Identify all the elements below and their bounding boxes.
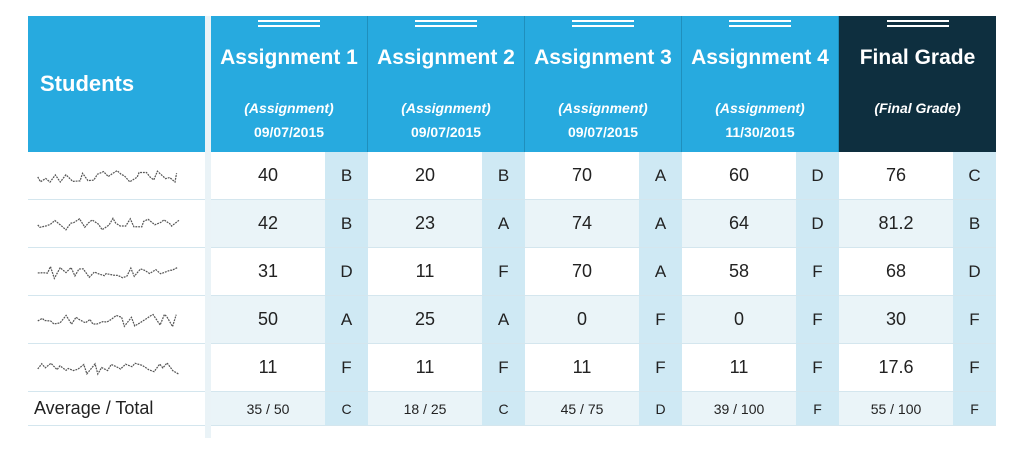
letter-grade-cell: D (953, 248, 996, 296)
score-cell[interactable]: 70 (525, 248, 639, 296)
student-name-obscured[interactable] (28, 152, 205, 200)
score-cell[interactable]: 31 (211, 248, 325, 296)
column-category: (Final Grade) (874, 100, 961, 116)
column-title: Assignment 1 (220, 46, 358, 69)
score-cell: 45 / 75 (525, 392, 639, 426)
student-name-obscured[interactable] (28, 344, 205, 392)
letter-grade-cell: F (325, 344, 368, 392)
score-cell[interactable]: 76 (839, 152, 953, 200)
letter-grade-cell: C (482, 392, 525, 426)
letter-grade-cell: F (796, 344, 839, 392)
score-cell: 18 / 25 (368, 392, 482, 426)
table-row: 42 B 23 A 74 A 64 D 81.2 B (28, 200, 996, 248)
assignment-column-header[interactable]: Assignment 4 (Assignment) 11/30/2015 (682, 16, 839, 152)
total-row: Average / Total 35 / 50 C 18 / 25 C 45 / 75 D 3… (28, 392, 996, 440)
letter-grade-cell: D (796, 152, 839, 200)
column-category: (Assignment) (401, 100, 491, 116)
letter-grade-cell: F (796, 392, 839, 426)
drag-handle-icon[interactable] (729, 20, 791, 30)
letter-grade-cell: B (482, 152, 525, 200)
score-cell[interactable]: 17.6 (839, 344, 953, 392)
letter-grade-cell: F (953, 344, 996, 392)
score-cell[interactable]: 42 (211, 200, 325, 248)
score-cell[interactable]: 50 (211, 296, 325, 344)
column-category: (Assignment) (715, 100, 805, 116)
column-due-date: 09/07/2015 (410, 124, 482, 140)
column-title: Assignment 4 (691, 46, 829, 69)
column-title: Assignment 2 (377, 46, 515, 69)
score-cell[interactable]: 74 (525, 200, 639, 248)
letter-grade-cell: C (325, 392, 368, 426)
score-cell[interactable]: 11 (368, 248, 482, 296)
score-cell[interactable]: 11 (211, 344, 325, 392)
column-divider (205, 16, 211, 438)
score-cell[interactable]: 40 (211, 152, 325, 200)
letter-grade-cell: F (796, 248, 839, 296)
letter-grade-cell: F (953, 296, 996, 344)
score-cell[interactable]: 68 (839, 248, 953, 296)
score-cell[interactable]: 58 (682, 248, 796, 296)
letter-grade-cell: D (325, 248, 368, 296)
column-category: (Assignment) (244, 100, 334, 116)
table-row: 31 D 11 F 70 A 58 F 68 D (28, 248, 996, 296)
score-cell[interactable]: 25 (368, 296, 482, 344)
score-cell[interactable]: 0 (682, 296, 796, 344)
students-column-header[interactable]: Students (28, 16, 205, 152)
column-title: Assignment 3 (534, 46, 672, 69)
column-due-date: 09/07/2015 (567, 124, 639, 140)
score-cell[interactable]: 81.2 (839, 200, 953, 248)
drag-handle-icon[interactable] (572, 20, 634, 30)
drag-handle-icon[interactable] (258, 20, 320, 30)
student-name-obscured[interactable] (28, 200, 205, 248)
letter-grade-cell: A (482, 200, 525, 248)
letter-grade-cell: A (325, 296, 368, 344)
score-cell[interactable]: 11 (368, 344, 482, 392)
drag-handle-icon[interactable] (886, 20, 949, 30)
letter-grade-cell: B (325, 200, 368, 248)
score-cell[interactable]: 23 (368, 200, 482, 248)
letter-grade-cell: F (482, 344, 525, 392)
letter-grade-cell: D (639, 392, 682, 426)
score-cell[interactable]: 30 (839, 296, 953, 344)
letter-grade-cell: A (482, 296, 525, 344)
assignment-column-header[interactable]: Assignment 3 (Assignment) 09/07/2015 (525, 16, 682, 152)
table-row: 50 A 25 A 0 F 0 F 30 F (28, 296, 996, 344)
drag-handle-icon[interactable] (415, 20, 477, 30)
letter-grade-cell: B (953, 200, 996, 248)
student-name-obscured[interactable] (28, 296, 205, 344)
final-grade-column-header[interactable]: Final Grade (Final Grade) (839, 16, 996, 152)
column-due-date: 09/07/2015 (253, 124, 325, 140)
letter-grade-cell: A (639, 200, 682, 248)
score-cell[interactable]: 70 (525, 152, 639, 200)
letter-grade-cell: F (482, 248, 525, 296)
score-cell[interactable]: 11 (682, 344, 796, 392)
letter-grade-cell: B (325, 152, 368, 200)
table-row: 11 F 11 F 11 F 11 F 17.6 F (28, 344, 996, 392)
score-cell: 55 / 100 (839, 392, 953, 426)
letter-grade-cell: F (639, 344, 682, 392)
letter-grade-cell: A (639, 248, 682, 296)
score-cell: 39 / 100 (682, 392, 796, 426)
score-cell[interactable]: 60 (682, 152, 796, 200)
letter-grade-cell: F (953, 392, 996, 426)
total-label: Average / Total (28, 392, 205, 426)
letter-grade-cell: A (639, 152, 682, 200)
score-cell[interactable]: 0 (525, 296, 639, 344)
column-title: Final Grade (859, 46, 976, 69)
letter-grade-cell: D (796, 200, 839, 248)
letter-grade-cell: F (796, 296, 839, 344)
assignment-column-header[interactable]: Assignment 2 (Assignment) 09/07/2015 (368, 16, 525, 152)
assignment-column-header[interactable]: Assignment 1 (Assignment) 09/07/2015 (211, 16, 368, 152)
score-cell[interactable]: 20 (368, 152, 482, 200)
student-name-obscured[interactable] (28, 248, 205, 296)
letter-grade-cell: C (953, 152, 996, 200)
score-cell[interactable]: 11 (525, 344, 639, 392)
score-cell: 35 / 50 (211, 392, 325, 426)
score-cell[interactable]: 64 (682, 200, 796, 248)
column-due-date: 11/30/2015 (725, 124, 795, 140)
letter-grade-cell: F (639, 296, 682, 344)
table-row: 40 B 20 B 70 A 60 D 76 C (28, 152, 996, 200)
column-category: (Assignment) (558, 100, 648, 116)
